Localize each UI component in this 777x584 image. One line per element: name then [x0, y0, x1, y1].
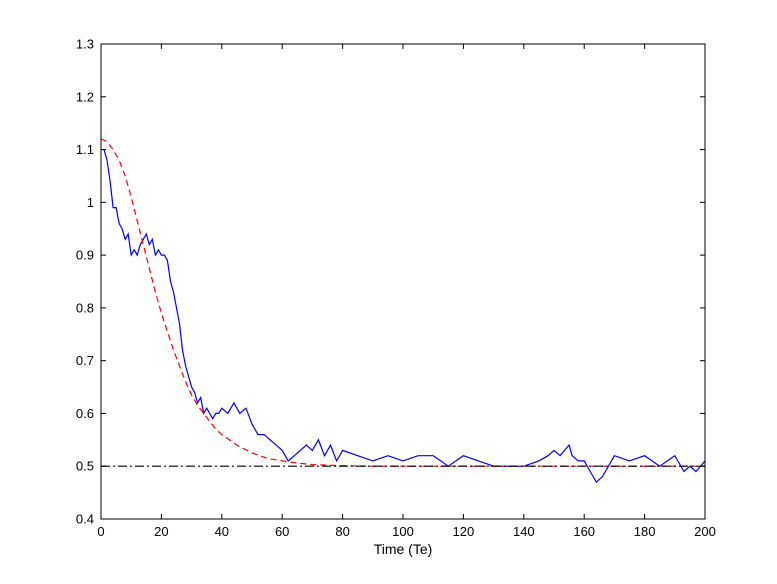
y-tick-label: 0.7 — [76, 353, 94, 368]
x-tick-label: 160 — [573, 524, 595, 539]
plot-area — [101, 44, 705, 519]
tick-layer: 0 20 40 60 80 100 120 140 160 180 200 0.4 0.5 0.6 0.7 0… — [76, 37, 716, 540]
y-tick-label: 0.5 — [76, 459, 94, 474]
x-tick-label: 200 — [694, 524, 716, 539]
x-tick-label: 80 — [335, 524, 349, 539]
plot-frame — [100, 43, 706, 520]
y-tick-label: 0.4 — [76, 512, 94, 527]
x-tick-label: 180 — [634, 524, 656, 539]
x-axis-label: Time (Te) — [374, 541, 433, 557]
y-tick-label: 1 — [87, 195, 94, 210]
x-tick-label: 140 — [513, 524, 535, 539]
y-tick-label: 0.9 — [76, 248, 94, 263]
series-layer — [100, 138, 706, 484]
x-tick-label: 40 — [215, 524, 229, 539]
series-line-solid — [103, 149, 706, 484]
x-tick-label: 60 — [275, 524, 289, 539]
x-tick-label: 120 — [453, 524, 475, 539]
x-tick-label: 100 — [392, 524, 414, 539]
x-tick-label: 20 — [154, 524, 168, 539]
y-tick-label: 0.6 — [76, 406, 94, 421]
y-tick-label: 1.2 — [76, 89, 94, 104]
x-tick-label: 0 — [97, 524, 104, 539]
series-line-dashed — [100, 138, 705, 467]
y-tick-label: 1.1 — [76, 142, 94, 157]
y-tick-label: 1.3 — [76, 37, 94, 52]
y-tick-label: 0.8 — [76, 300, 94, 315]
